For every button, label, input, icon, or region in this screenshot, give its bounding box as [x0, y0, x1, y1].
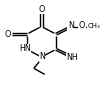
Text: O: O	[79, 21, 85, 30]
Text: O: O	[4, 30, 11, 39]
Text: N: N	[68, 21, 74, 30]
Text: N: N	[39, 52, 45, 62]
Text: O: O	[38, 5, 45, 14]
Text: CH₃: CH₃	[87, 23, 100, 29]
Text: NH: NH	[66, 53, 78, 62]
Text: HN: HN	[19, 44, 31, 53]
